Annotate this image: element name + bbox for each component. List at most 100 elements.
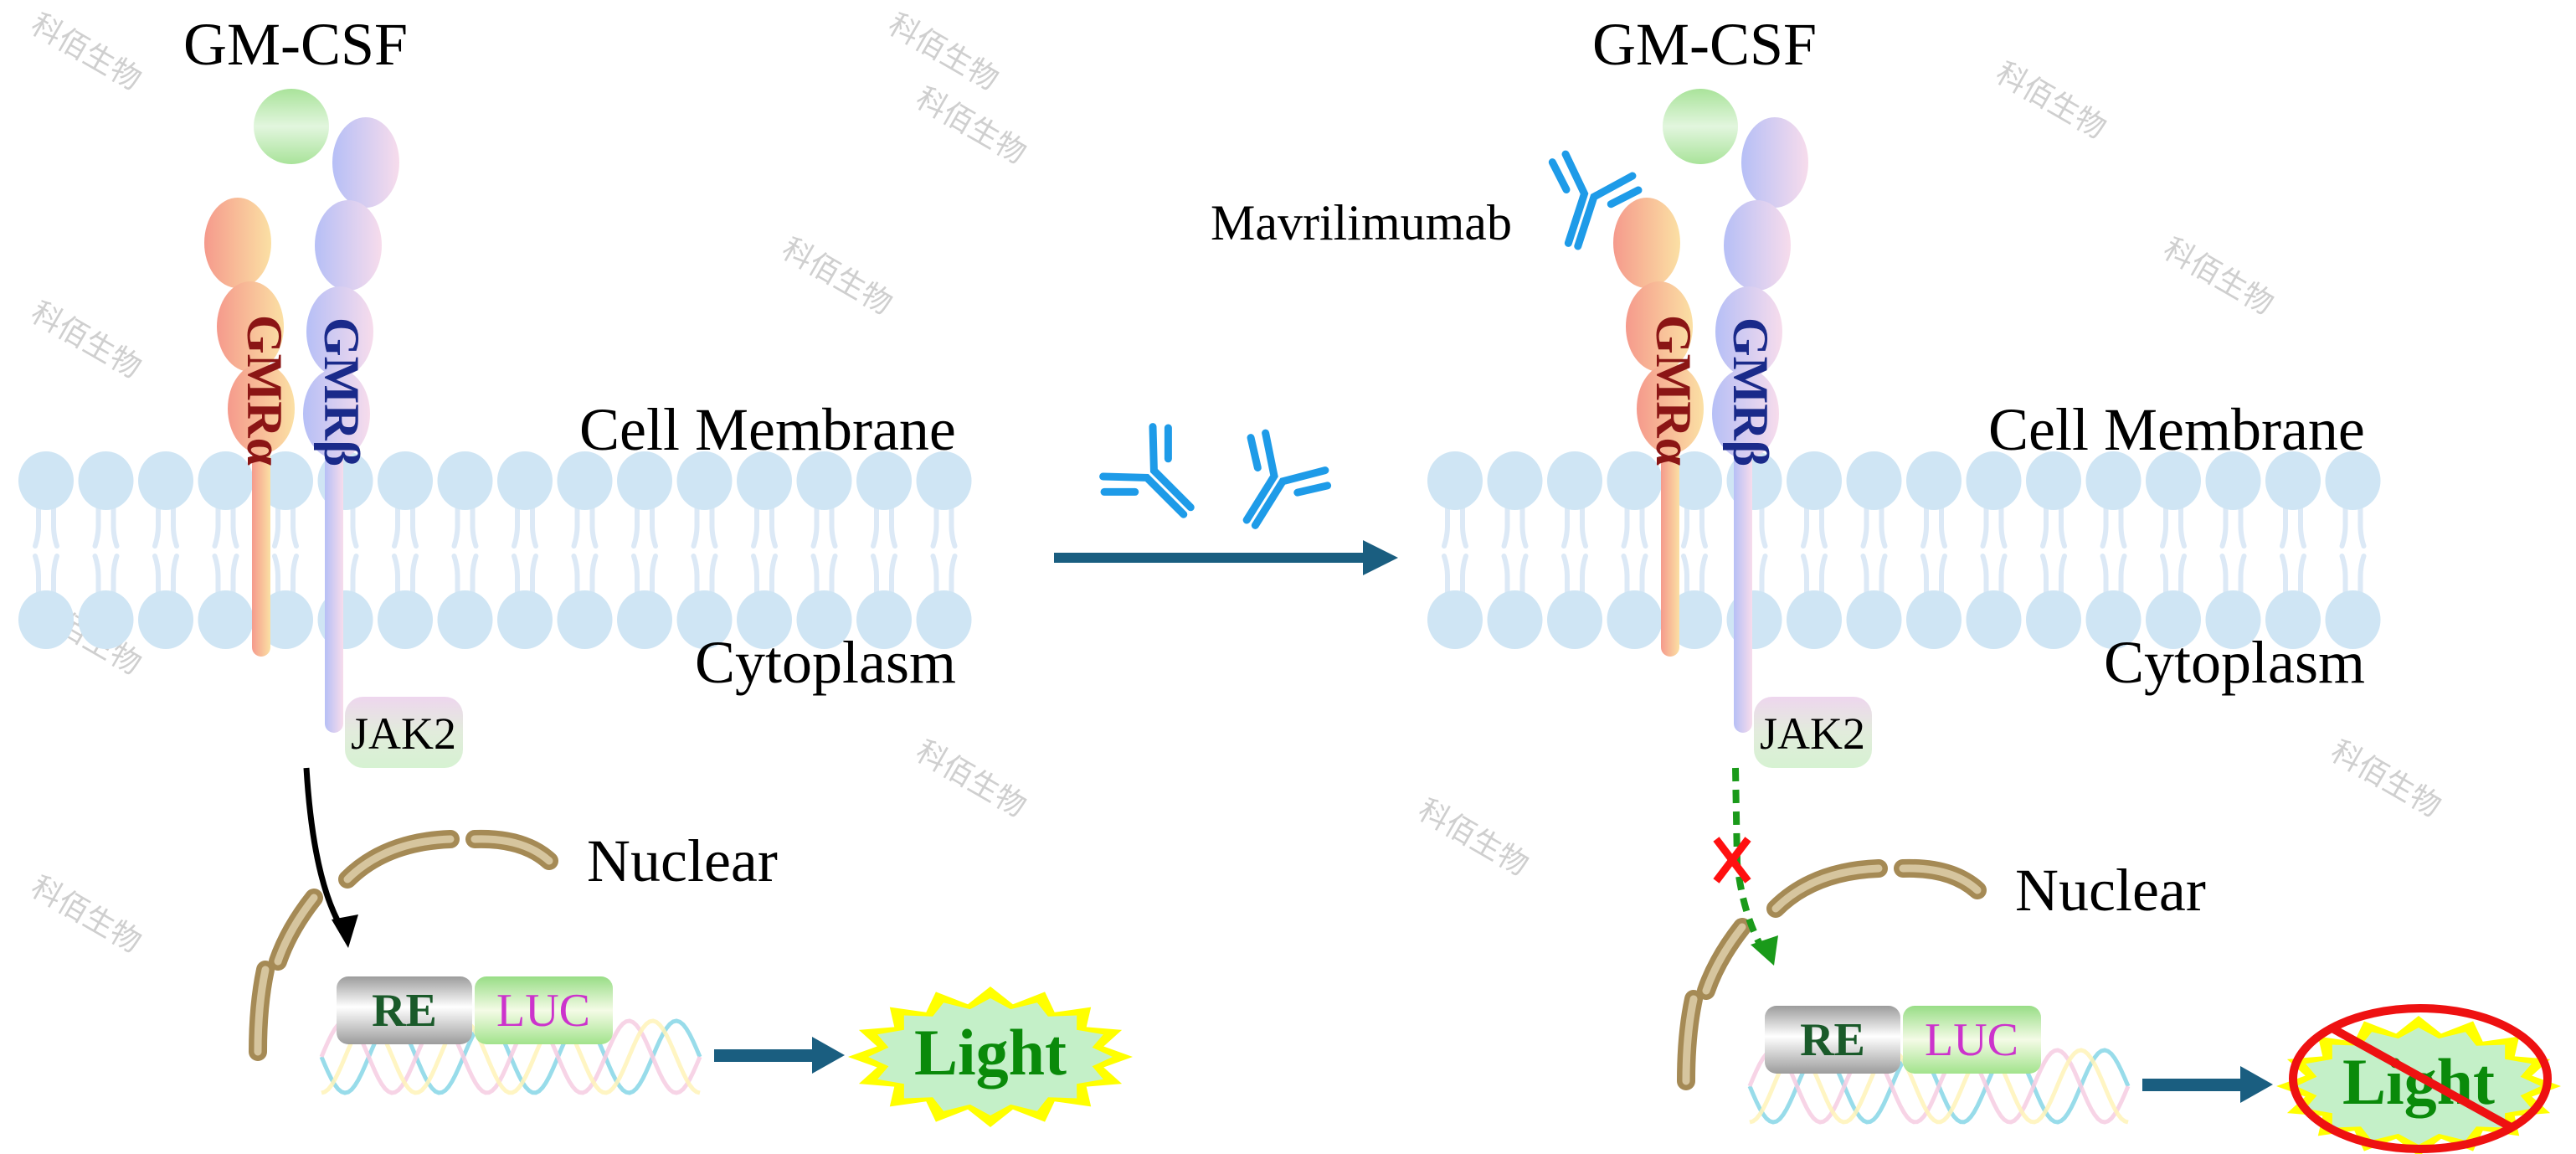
- lipid-pair: [1487, 451, 1543, 649]
- lipid-head: [676, 590, 733, 649]
- cytoplasm-label: Cytoplasm: [695, 629, 956, 696]
- lipid-pair: [2265, 451, 2321, 649]
- nucleus-label: Nuclear: [587, 827, 778, 894]
- lipid-head: [2146, 590, 2201, 649]
- lipid-head: [2325, 590, 2381, 649]
- lipid-head: [2085, 590, 2142, 649]
- lipid-head: [2085, 451, 2142, 510]
- receptor-beta-domain: [1724, 200, 1791, 291]
- lipid-head: [378, 590, 433, 649]
- lipid-head: [796, 590, 852, 649]
- lipid-head: [138, 590, 193, 649]
- lipid-head: [78, 451, 134, 510]
- lipid-head: [198, 590, 254, 649]
- receptor-beta-domain: [315, 200, 382, 291]
- jak2-kinase: JAK2: [345, 697, 463, 768]
- lipid-head: [737, 451, 792, 510]
- lipid-pair: [1547, 451, 1602, 649]
- watermark-text: 科佰生物: [910, 734, 1031, 825]
- receptor-alpha: GMRα: [1613, 198, 1704, 657]
- lipid-head: [1487, 590, 1543, 649]
- receptor-alpha-stalk: [252, 394, 270, 657]
- lipid-pair: [617, 451, 672, 649]
- response-element-label: RE: [372, 985, 437, 1037]
- cell-membrane-label: Cell Membrane: [1988, 396, 2365, 463]
- lipid-head: [916, 451, 972, 510]
- watermark-text: 科佰生物: [2325, 734, 2446, 825]
- reporter-panel: Nuclear RE LUC Light: [1677, 857, 2561, 1154]
- lipid-head: [437, 451, 493, 510]
- receptor-alpha: GMRα: [204, 198, 295, 657]
- lipid-pair: [78, 451, 134, 649]
- lipid-pair: [676, 451, 733, 649]
- lipid-head: [497, 451, 553, 510]
- jak2-label: JAK2: [351, 708, 456, 759]
- lipid-head: [2265, 590, 2321, 649]
- lipid-head: [2325, 451, 2381, 510]
- receptor-alpha-domain: [1637, 363, 1704, 454]
- no-light-icon: [2289, 1004, 2552, 1153]
- lipid-head: [617, 590, 672, 649]
- lipid-head: [557, 451, 613, 510]
- lipid-head: [1846, 590, 1902, 649]
- lipid-head: [2146, 451, 2201, 510]
- light-burst-core: [2296, 1028, 2541, 1145]
- antibody-icon: [1096, 420, 1219, 543]
- watermark-text: 科佰生物: [25, 870, 147, 961]
- gm-csf-ligand: [254, 89, 329, 164]
- lipid-pair: [1607, 451, 1663, 649]
- lipid-pair: [1846, 451, 1902, 649]
- watermark-text: 科佰生物: [25, 296, 147, 386]
- lipid-head: [676, 451, 733, 510]
- cell-membrane-label: Cell Membrane: [579, 396, 956, 463]
- lipid-head: [2265, 451, 2321, 510]
- lipid-head: [856, 451, 912, 510]
- cytoplasm-label: Cytoplasm: [2104, 629, 2365, 696]
- response-element-box: [1765, 1006, 1900, 1074]
- lipid-head: [198, 451, 254, 510]
- receptor-alpha-domain: [228, 363, 295, 454]
- light-signal: Light: [848, 987, 1133, 1127]
- receptor-beta: GMRβ: [1712, 117, 1808, 733]
- lipid-head: [796, 451, 852, 510]
- lipid-head: [617, 451, 672, 510]
- nucleus-label: Nuclear: [2015, 857, 2206, 924]
- nuclear-envelope: [1677, 858, 1987, 1090]
- receptor-beta: GMRβ: [303, 117, 399, 733]
- lipid-pair: [1427, 451, 1483, 649]
- luciferase-box: [1903, 1006, 2041, 1074]
- dna-strand: [319, 1018, 702, 1095]
- lipid-head: [497, 590, 553, 649]
- luciferase-label: LUC: [496, 985, 590, 1037]
- receptor-beta-domain: [1712, 368, 1779, 459]
- lipid-head: [258, 451, 313, 510]
- lipid-head: [1966, 590, 2022, 649]
- lipid-pair: [198, 451, 254, 649]
- gm-csf-ligand: [1663, 89, 1738, 164]
- receptor-beta-domain: [1715, 286, 1782, 377]
- cell-membrane-bilayer: [18, 451, 972, 649]
- receptor-beta-domain: [1741, 117, 1808, 208]
- lipid-head: [1667, 590, 1722, 649]
- lipid-pair: [437, 451, 493, 649]
- receptor-alpha-domain: [204, 198, 271, 288]
- lipid-head: [1607, 590, 1663, 649]
- lipid-head: [1787, 590, 1842, 649]
- lipid-pair: [557, 451, 613, 649]
- lipid-head: [18, 451, 74, 510]
- lipid-head: [2205, 451, 2261, 510]
- lipid-head: [1427, 451, 1483, 510]
- watermark-text: 科佰生物: [776, 232, 897, 322]
- luciferase-box: [475, 976, 613, 1044]
- receptor-alpha-domain: [1613, 198, 1680, 288]
- response-element-box: [337, 976, 472, 1044]
- lipid-pair: [2026, 451, 2081, 649]
- antibody-label: Mavrilimumab: [1211, 195, 1512, 250]
- receptor-beta-domain: [332, 117, 399, 208]
- lipid-pair: [138, 451, 193, 649]
- lipid-head: [1547, 590, 1602, 649]
- response-element-label: RE: [1800, 1014, 1865, 1066]
- lipid-head: [2026, 590, 2081, 649]
- lipid-pair: [1667, 451, 1722, 649]
- lipid-pair: [796, 451, 852, 649]
